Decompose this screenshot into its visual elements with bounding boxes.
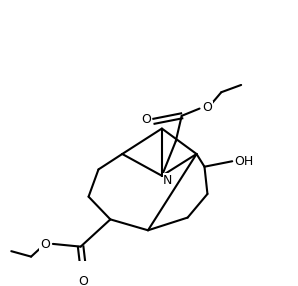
Text: O: O bbox=[40, 238, 50, 251]
Text: N: N bbox=[163, 174, 173, 187]
Text: O: O bbox=[79, 275, 89, 286]
Text: O: O bbox=[203, 101, 212, 114]
Text: OH: OH bbox=[235, 155, 254, 168]
Text: O: O bbox=[141, 113, 151, 126]
